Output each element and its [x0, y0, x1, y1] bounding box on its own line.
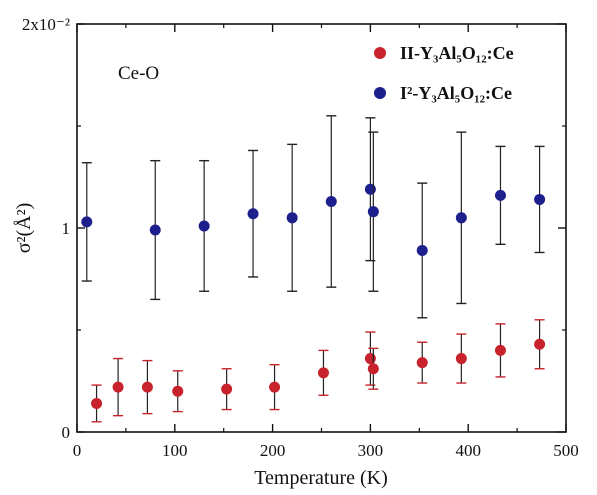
legend-marker-series-2: [374, 87, 386, 99]
x-tick-label: 0: [73, 441, 82, 460]
data-point: [286, 212, 298, 224]
data-point: [367, 206, 379, 218]
data-point: [455, 212, 467, 224]
legend-label-series-1: II-Y₃Al₅O₁₂:Ce: [400, 43, 514, 63]
series-2: [81, 115, 546, 319]
x-axis-title: Temperature (K): [254, 467, 388, 489]
data-point: [364, 183, 376, 195]
series-1: [91, 319, 546, 423]
legend-label-series-2: I²-Y₃Al₅O₁₂:Ce: [400, 83, 512, 103]
x-tick-label: 500: [553, 441, 579, 460]
inset-label: Ce-O: [118, 63, 159, 84]
data-point: [416, 244, 428, 256]
data-point: [494, 344, 506, 356]
data-point: [172, 385, 184, 397]
data-point: [534, 338, 546, 350]
data-point: [149, 224, 161, 236]
data-point: [91, 397, 103, 409]
data-point: [367, 363, 379, 375]
data-layer: [81, 115, 546, 423]
data-point: [112, 381, 124, 393]
legend: II-Y₃Al₅O₁₂:Ce I²-Y₃Al₅O₁₂:Ce: [374, 43, 514, 103]
data-point: [494, 189, 506, 201]
data-point: [141, 381, 153, 393]
y-tick-label: 2x10⁻²: [22, 15, 70, 34]
y-tick-label: 1: [62, 219, 71, 238]
ticks-layer: 0 100 200 300 400 500 0 1 2x10⁻²: [22, 15, 579, 460]
y-tick-label: 0: [62, 423, 71, 442]
data-point: [247, 208, 259, 220]
data-point: [416, 357, 428, 369]
data-point: [221, 383, 233, 395]
x-tick-label: 400: [455, 441, 481, 460]
data-point: [325, 195, 337, 207]
x-tick-label: 200: [260, 441, 286, 460]
data-point: [455, 353, 467, 365]
x-tick-label: 100: [162, 441, 188, 460]
x-tick-label: 300: [358, 441, 384, 460]
legend-marker-series-1: [374, 47, 386, 59]
data-point: [364, 353, 376, 365]
data-point: [198, 220, 210, 232]
y-axis-title: σ²(Å²): [13, 203, 35, 254]
data-point: [81, 216, 93, 228]
data-point: [317, 367, 329, 379]
data-point: [534, 193, 546, 205]
data-point: [269, 381, 281, 393]
